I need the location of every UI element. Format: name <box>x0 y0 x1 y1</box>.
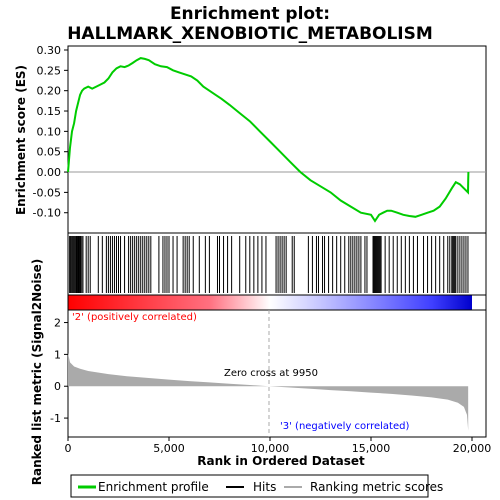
es-y-tick-label: -0.05 <box>33 186 61 199</box>
legend-frame <box>70 474 429 498</box>
legend-label-enrichment: Enrichment profile <box>98 480 209 494</box>
metric-panel-frame <box>67 309 487 438</box>
metric-x-tick-label: 10,000 <box>251 442 290 455</box>
metric-panel: Zero cross at 9950 '2' (positively corre… <box>30 259 491 486</box>
es-y-tick-label: 0.10 <box>37 125 62 138</box>
es-panel-frame <box>67 45 487 234</box>
es-y-tick-label: -0.10 <box>33 207 61 220</box>
legend-label-ranking: Ranking metric scores <box>310 480 443 494</box>
ranking-metric-area <box>68 352 469 431</box>
metric-x-tick-label: 15,000 <box>352 442 391 455</box>
metric-y-tick-label: 1 <box>54 348 61 361</box>
metric-y-tick-label: 0 <box>54 380 61 393</box>
metric-y-axis-label: Ranked list metric (Signal2Noise) <box>30 259 44 486</box>
es-y-tick-label: 0.05 <box>37 146 62 159</box>
metric-x-tick-label: 20,000 <box>453 442 492 455</box>
es-panel: -0.10 -0.05 0.00 0.05 0.10 0.15 0.20 0.25 0.30 E… <box>14 44 487 234</box>
chart-title-line1: Enrichment plot: <box>170 4 330 24</box>
metric-x-axis: 0 5,000 10,000 15,000 20,000 <box>65 437 492 455</box>
metric-y-tick-label: 2 <box>54 317 61 330</box>
heatbar-gradient <box>68 295 472 310</box>
enrichment-profile-line <box>67 57 470 223</box>
es-y-tick-label: 0.20 <box>37 85 62 98</box>
rank-heatbar <box>67 294 487 311</box>
positive-correlation-label: '2' (positively correlated) <box>72 312 197 323</box>
zero-cross-label: Zero cross at 9950 <box>224 368 318 379</box>
es-y-tick-label: 0.00 <box>37 166 62 179</box>
legend: Enrichment profile Hits Ranking metric s… <box>70 474 443 498</box>
hits-panel-frame <box>67 232 487 296</box>
es-y-tick-label: 0.25 <box>37 64 62 77</box>
es-y-tick-label: 0.30 <box>37 44 62 57</box>
metric-x-tick-label: 0 <box>65 442 72 455</box>
negative-correlation-label: '3' (negatively correlated) <box>280 421 409 432</box>
chart-title-line2: HALLMARK_XENOBIOTIC_METABOLISM <box>67 24 433 44</box>
metric-y-tick-label: -1 <box>50 412 61 425</box>
hit-marks <box>69 236 469 293</box>
hits-panel <box>67 232 487 296</box>
metric-y-axis: -1 0 1 2 <box>50 317 68 425</box>
legend-label-hits: Hits <box>253 480 276 494</box>
metric-x-tick-label: 5,000 <box>153 442 185 455</box>
es-y-axis: -0.10 -0.05 0.00 0.05 0.10 0.15 0.20 0.25 0.30 <box>33 44 68 220</box>
metric-x-axis-label: Rank in Ordered Dataset <box>197 454 365 468</box>
es-y-tick-label: 0.15 <box>37 105 62 118</box>
es-y-axis-label: Enrichment score (ES) <box>14 65 28 215</box>
